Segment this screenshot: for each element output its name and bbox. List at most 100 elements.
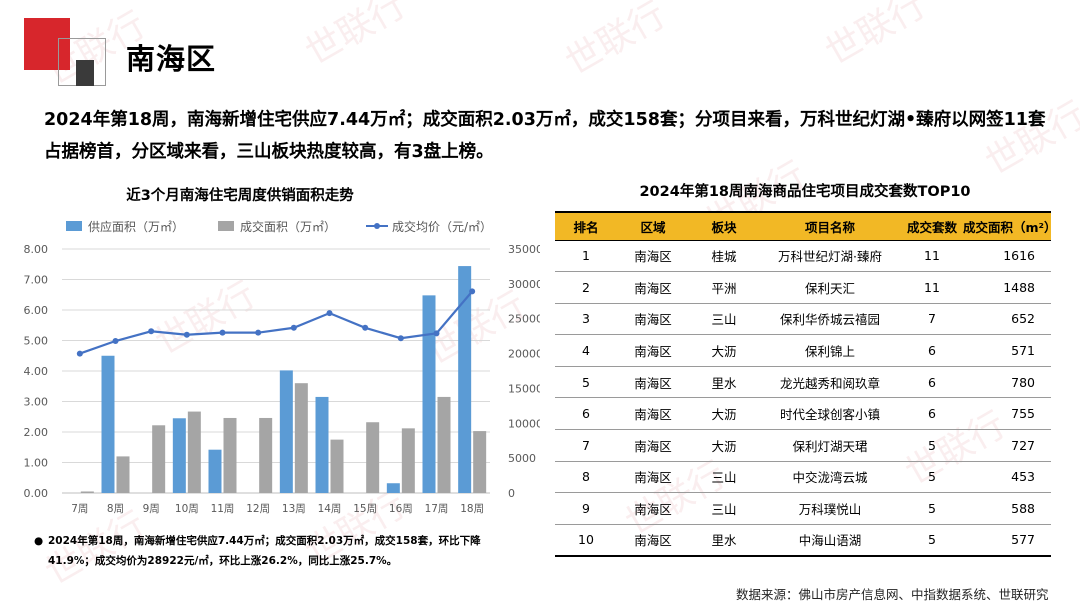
table-title: 2024年第18周南海商品住宅项目成交套数TOP10	[639, 184, 971, 200]
cell-units: 11	[901, 271, 963, 304]
summary-text: 2024年第18周，南海新增住宅供应7.44万㎡；成交面积2.03万㎡，成交15…	[44, 110, 1046, 162]
price-point	[112, 338, 119, 345]
price-point	[362, 324, 369, 331]
table-header-project-name: 项目名称	[759, 211, 901, 241]
chart-title: 近3个月南海住宅周度供销面积走势	[126, 188, 354, 204]
table-header-block: 板块	[689, 211, 759, 241]
cell-project-name: 万科璞悦山	[759, 492, 901, 525]
cell-units: 5	[901, 429, 963, 462]
table-row: 6 南海区 大沥 时代全球创客小镇 6 755	[555, 397, 1051, 431]
x-axis-tick: 11周	[211, 503, 235, 515]
supply-bar	[422, 295, 436, 493]
cell-units: 5	[901, 524, 963, 557]
cell-area: 南海区	[617, 461, 689, 494]
table-header-units: 成交套数	[901, 211, 963, 241]
deal-bar	[473, 431, 487, 493]
right-axis-tick: 15000	[508, 382, 540, 395]
cell-units: 11	[901, 240, 963, 273]
x-axis-tick: 10周	[175, 503, 199, 515]
cell-block: 里水	[689, 366, 759, 399]
legend-swatch	[66, 221, 82, 231]
cell-sqm: 652	[963, 303, 1051, 336]
right-axis-tick: 20000	[508, 348, 540, 361]
table-row: 5 南海区 里水 龙光越秀和阅玖章 6 780	[555, 366, 1051, 399]
x-axis-tick: 9周	[143, 503, 160, 515]
cell-area: 南海区	[617, 240, 689, 273]
cell-units: 6	[901, 334, 963, 367]
cell-block: 三山	[689, 303, 759, 336]
x-axis-tick: 18周	[460, 503, 484, 515]
cell-rank: 1	[555, 240, 617, 273]
cell-project-name: 中海山语湖	[759, 524, 901, 557]
logo-dark-block	[76, 60, 94, 86]
price-point	[255, 329, 262, 336]
table-row: 8 南海区 三山 中交泷湾云城 5 453	[555, 461, 1051, 494]
cell-project-name: 万科世纪灯湖·臻府	[759, 240, 901, 273]
cell-rank: 5	[555, 366, 617, 399]
cell-area: 南海区	[617, 271, 689, 304]
deal-bar	[401, 428, 415, 493]
x-axis-tick: 12周	[246, 503, 270, 515]
cell-rank: 2	[555, 271, 617, 304]
cell-sqm: 571	[963, 334, 1051, 367]
deal-bar	[116, 456, 130, 493]
supply-bar	[386, 483, 400, 493]
right-axis-tick: 5000	[508, 452, 536, 465]
price-point	[469, 288, 476, 295]
cell-rank: 6	[555, 397, 617, 431]
table-row: 4 南海区 大沥 保利锦上 6 571	[555, 334, 1051, 367]
cell-rank: 8	[555, 461, 617, 494]
price-point	[148, 328, 155, 335]
cell-area: 南海区	[617, 334, 689, 367]
price-point	[76, 350, 83, 357]
top10-table: 排名 区域 板块 项目名称 成交套数 成交面积（m²） 1 南海区 桂城 万科世纪灯湖·臻府 11…	[555, 211, 1057, 557]
cell-area: 南海区	[617, 366, 689, 399]
cell-project-name: 龙光越秀和阅玖章	[759, 366, 901, 399]
cell-block: 大沥	[689, 429, 759, 462]
deal-bar	[152, 425, 166, 493]
left-axis-tick: 8.00	[24, 243, 49, 256]
note-text: 2024年第18周，南海新增住宅供应7.44万㎡；成交面积2.03万㎡，成交15…	[48, 535, 481, 567]
cell-rank: 9	[555, 492, 617, 525]
table-header-area: 区域	[617, 211, 689, 241]
deal-bar	[259, 417, 273, 493]
cell-sqm: 453	[963, 461, 1051, 494]
cell-block: 里水	[689, 524, 759, 557]
data-source: 数据来源：佛山市房产信息网、中指数据系统、世联研究	[736, 587, 1049, 602]
page-title: 南海区	[126, 42, 217, 76]
cell-units: 6	[901, 366, 963, 399]
deal-bar	[294, 383, 308, 493]
cell-sqm: 588	[963, 492, 1051, 525]
cell-sqm: 1616	[963, 240, 1051, 273]
x-axis-tick: 16周	[389, 503, 413, 515]
cell-rank: 4	[555, 334, 617, 367]
cell-area: 南海区	[617, 429, 689, 462]
cell-block: 平洲	[689, 271, 759, 304]
x-axis-tick: 7周	[71, 503, 88, 515]
left-axis-tick: 7.00	[24, 274, 49, 287]
deal-bar	[80, 491, 94, 493]
cell-area: 南海区	[617, 303, 689, 336]
cell-project-name: 保利华侨城云禧园	[759, 303, 901, 336]
cell-area: 南海区	[617, 397, 689, 431]
supply-bar	[315, 396, 329, 493]
cell-units: 6	[901, 397, 963, 431]
right-axis-tick: 10000	[508, 417, 540, 430]
x-axis-tick: 15周	[353, 503, 377, 515]
cell-project-name: 时代全球创客小镇	[759, 397, 901, 431]
legend-label: 成交面积（万㎡）	[240, 219, 336, 234]
deal-bar	[366, 422, 380, 493]
table-row: 7 南海区 大沥 保利灯湖天珺 5 727	[555, 429, 1051, 462]
x-axis-tick: 13周	[282, 503, 306, 515]
price-line	[79, 290, 474, 355]
cell-project-name: 保利锦上	[759, 334, 901, 367]
watermark-text: 世联行	[818, 0, 933, 74]
price-point	[397, 335, 404, 342]
left-axis-tick: 6.00	[24, 304, 49, 317]
table-row: 9 南海区 三山 万科璞悦山 5 588	[555, 492, 1051, 525]
left-axis-tick: 4.00	[24, 365, 49, 378]
legend-label: 供应面积（万㎡）	[88, 219, 184, 234]
cell-sqm: 577	[963, 524, 1051, 557]
x-axis-tick: 14周	[318, 503, 342, 515]
watermark-text: 世联行	[558, 0, 673, 84]
